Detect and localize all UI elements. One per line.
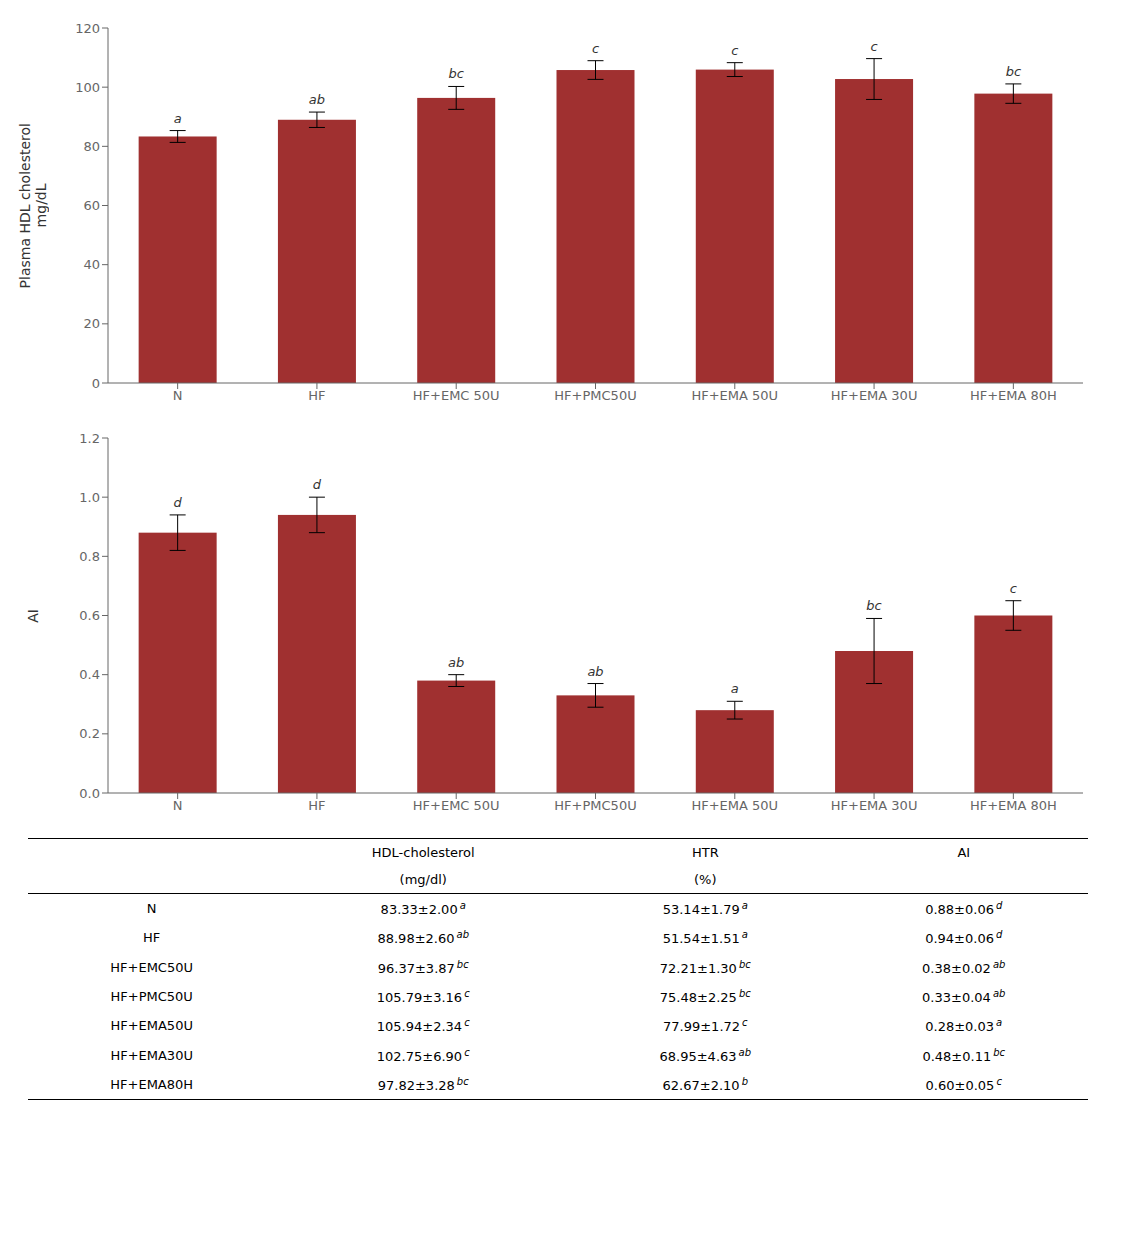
- svg-text:bc: bc: [449, 66, 464, 81]
- svg-text:0.2: 0.2: [79, 726, 100, 741]
- html-text:75.48±2.25bc: 75.48±2.25bc: [659, 988, 751, 1006]
- html-text:88.98±2.60ab: 88.98±2.60ab: [377, 929, 469, 947]
- html-text:AI: AI: [957, 845, 971, 860]
- html-text:HF+EMA50U: HF+EMA50U: [110, 1018, 193, 1034]
- html-text:105.79±3.16c: 105.79±3.16c: [376, 988, 470, 1006]
- svg-text:0.6: 0.6: [79, 608, 100, 623]
- svg-text:bc: bc: [866, 598, 881, 613]
- svg-text:120: 120: [75, 21, 100, 36]
- svg-text:60: 60: [83, 198, 100, 213]
- html-text:53.14±1.79a: 53.14±1.79a: [662, 900, 748, 918]
- html-text:51.54±1.51a: 51.54±1.51a: [662, 929, 748, 947]
- svg-text:0.8: 0.8: [79, 549, 100, 564]
- html-text:0.48±0.11bc: 0.48±0.11bc: [922, 1046, 1006, 1064]
- svg-text:HF+EMA 50U: HF+EMA 50U: [691, 388, 778, 403]
- svg-text:1.0: 1.0: [79, 490, 100, 505]
- html-text:HF+EMA30U: HF+EMA30U: [110, 1047, 193, 1063]
- html-text:105.94±2.34c: 105.94±2.34c: [376, 1017, 470, 1035]
- html-text:HF: HF: [143, 930, 161, 946]
- svg-text:HF: HF: [308, 388, 325, 403]
- svg-text:HF+EMA 30U: HF+EMA 30U: [831, 388, 918, 403]
- html-text:HF+PMC50U: HF+PMC50U: [110, 989, 193, 1005]
- html-text:68.95±4.63ab: 68.95±4.63ab: [659, 1046, 752, 1064]
- html-text:0.38±0.02ab: 0.38±0.02ab: [922, 958, 1006, 976]
- html-text:62.67±2.10b: 62.67±2.10b: [662, 1076, 748, 1094]
- html-text:0.94±0.06d: 0.94±0.06d: [925, 929, 1003, 947]
- svg-text:N: N: [173, 798, 183, 813]
- svg-text:0: 0: [92, 376, 100, 391]
- svg-text:c: c: [870, 39, 877, 54]
- svg-text:HF+EMA 50U: HF+EMA 50U: [691, 798, 778, 813]
- svg-text:40: 40: [83, 257, 100, 272]
- svg-text:HF+EMA 80H: HF+EMA 80H: [970, 798, 1057, 813]
- html-text:N: N: [146, 901, 157, 917]
- html-text:HF+EMC50U: HF+EMC50U: [110, 959, 193, 975]
- html-text:83.33±2.00a: 83.33±2.00a: [380, 900, 466, 918]
- html-text:0.28±0.03a: 0.28±0.03a: [925, 1017, 1003, 1035]
- svg-text:HF: HF: [308, 798, 325, 813]
- html-text:72.21±1.30bc: 72.21±1.30bc: [659, 958, 751, 976]
- html-text:96.37±3.87bc: 96.37±3.87bc: [377, 958, 469, 976]
- svg-text:100: 100: [75, 80, 100, 95]
- svg-text:20: 20: [83, 316, 100, 331]
- svg-text:ab: ab: [309, 92, 325, 107]
- svg-text:d: d: [313, 477, 322, 492]
- svg-text:c: c: [1010, 581, 1017, 596]
- svg-text:0.0: 0.0: [79, 786, 100, 801]
- svg-text:0.4: 0.4: [79, 667, 100, 682]
- svg-text:80: 80: [83, 139, 100, 154]
- svg-text:HF+EMA 80H: HF+EMA 80H: [970, 388, 1057, 403]
- svg-text:HF+EMA 30U: HF+EMA 30U: [831, 798, 918, 813]
- html-text:HTR: HTR: [691, 845, 719, 860]
- svg-text:a: a: [174, 111, 182, 126]
- svg-text:1.2: 1.2: [79, 431, 100, 446]
- html-text:HDL-cholesterol: HDL-cholesterol: [371, 845, 475, 860]
- svg-text:bc: bc: [1006, 64, 1021, 79]
- svg-text:ab: ab: [448, 655, 464, 670]
- svg-text:ab: ab: [587, 664, 603, 679]
- html-text:(mg/dl): (mg/dl): [399, 872, 447, 887]
- html-text:Plasma HDL cholesterol mg/dL: Plasma HDL cholesterol mg/dL: [17, 122, 49, 289]
- html-text:0.33±0.04ab: 0.33±0.04ab: [922, 988, 1006, 1006]
- svg-text:d: d: [174, 495, 183, 510]
- html-text:HF+EMA80H: HF+EMA80H: [110, 1077, 194, 1093]
- svg-text:c: c: [731, 43, 738, 58]
- html-text:AI: AI: [25, 608, 41, 623]
- html-text:0.88±0.06d: 0.88±0.06d: [925, 900, 1003, 918]
- svg-text:HF+EMC 50U: HF+EMC 50U: [413, 388, 500, 403]
- html-text:77.99±1.72c: 77.99±1.72c: [663, 1017, 748, 1035]
- html-text:97.82±3.28bc: 97.82±3.28bc: [377, 1076, 469, 1094]
- svg-text:HF+EMC 50U: HF+EMC 50U: [413, 798, 500, 813]
- svg-text:HF+PMC50U: HF+PMC50U: [554, 798, 636, 813]
- svg-text:N: N: [173, 388, 183, 403]
- html-text:102.75±6.90c: 102.75±6.90c: [376, 1046, 470, 1064]
- svg-text:HF+PMC50U: HF+PMC50U: [554, 388, 636, 403]
- svg-text:a: a: [731, 681, 739, 696]
- svg-text:c: c: [592, 41, 599, 56]
- html-text:0.60±0.05c: 0.60±0.05c: [925, 1076, 1002, 1094]
